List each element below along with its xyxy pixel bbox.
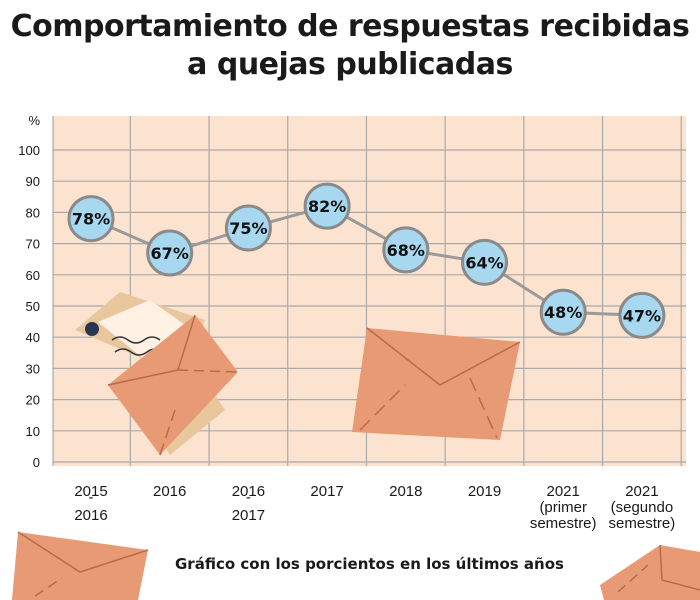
x-tick-label: 2021 (primer semestre) <box>530 483 597 532</box>
data-point <box>382 226 430 274</box>
data-point <box>224 204 272 252</box>
y-tick-label: 50 <box>26 299 40 314</box>
data-label: 68% <box>387 241 425 260</box>
y-tick-label: 90 <box>26 174 40 189</box>
data-label: 78% <box>72 210 110 229</box>
y-tick-label: 80 <box>26 205 40 220</box>
x-tick-label: 2017 <box>310 483 343 500</box>
data-label: 82% <box>308 197 346 216</box>
x-tick-label: 2015-2016 <box>74 483 107 524</box>
envelope-illustrations <box>75 292 521 456</box>
data-point <box>146 229 194 277</box>
data-point <box>539 288 587 336</box>
data-point <box>303 182 351 230</box>
chart-title: Comportamiento de respuestas recibidas a… <box>0 8 700 84</box>
data-point <box>67 195 115 243</box>
x-tick-label: 2021 (segundo semestre) <box>609 483 676 532</box>
data-label: 47% <box>623 306 661 325</box>
data-label: 64% <box>465 253 503 272</box>
chart-title-line-2: a quejas publicadas <box>187 47 513 82</box>
chart-title-line-1: Comportamiento de respuestas recibidas <box>10 9 690 44</box>
envelope-icon <box>352 327 521 440</box>
data-point <box>618 291 666 339</box>
y-tick-label: 20 <box>26 393 40 408</box>
chart-series: 78% 67% 75% 82% 68% 64% 48% 47% <box>67 182 666 339</box>
chart-caption: Gráfico con los porcientos en los último… <box>175 555 564 573</box>
envelope-icon-left <box>12 531 149 600</box>
x-tick-label: 2016 <box>153 483 186 500</box>
data-label: 48% <box>544 303 582 322</box>
x-tick-label: 2018 <box>389 483 422 500</box>
y-tick-label: 100 <box>18 143 40 158</box>
data-point <box>461 238 508 286</box>
y-tick-label: 0 <box>33 455 40 470</box>
y-axis-label: % <box>28 113 40 128</box>
y-tick-label: 40 <box>26 330 40 345</box>
chart-axes: 0 10 20 30 40 50 60 70 80 90 100% 2015-2016 2016 2016… <box>18 113 675 532</box>
y-tick-label: 60 <box>26 268 40 283</box>
y-tick-label: 10 <box>26 424 40 439</box>
x-tick-label: 2019 <box>468 483 501 500</box>
letter-envelope-icon <box>75 292 239 456</box>
y-tick-label: 70 <box>26 237 40 252</box>
data-label: 67% <box>151 244 189 263</box>
seal-icon <box>85 322 99 336</box>
y-tick-label: 30 <box>26 361 40 376</box>
envelope-icon-right <box>600 544 700 600</box>
data-label: 75% <box>229 219 267 238</box>
x-tick-label: 2016-2017 <box>232 483 265 524</box>
